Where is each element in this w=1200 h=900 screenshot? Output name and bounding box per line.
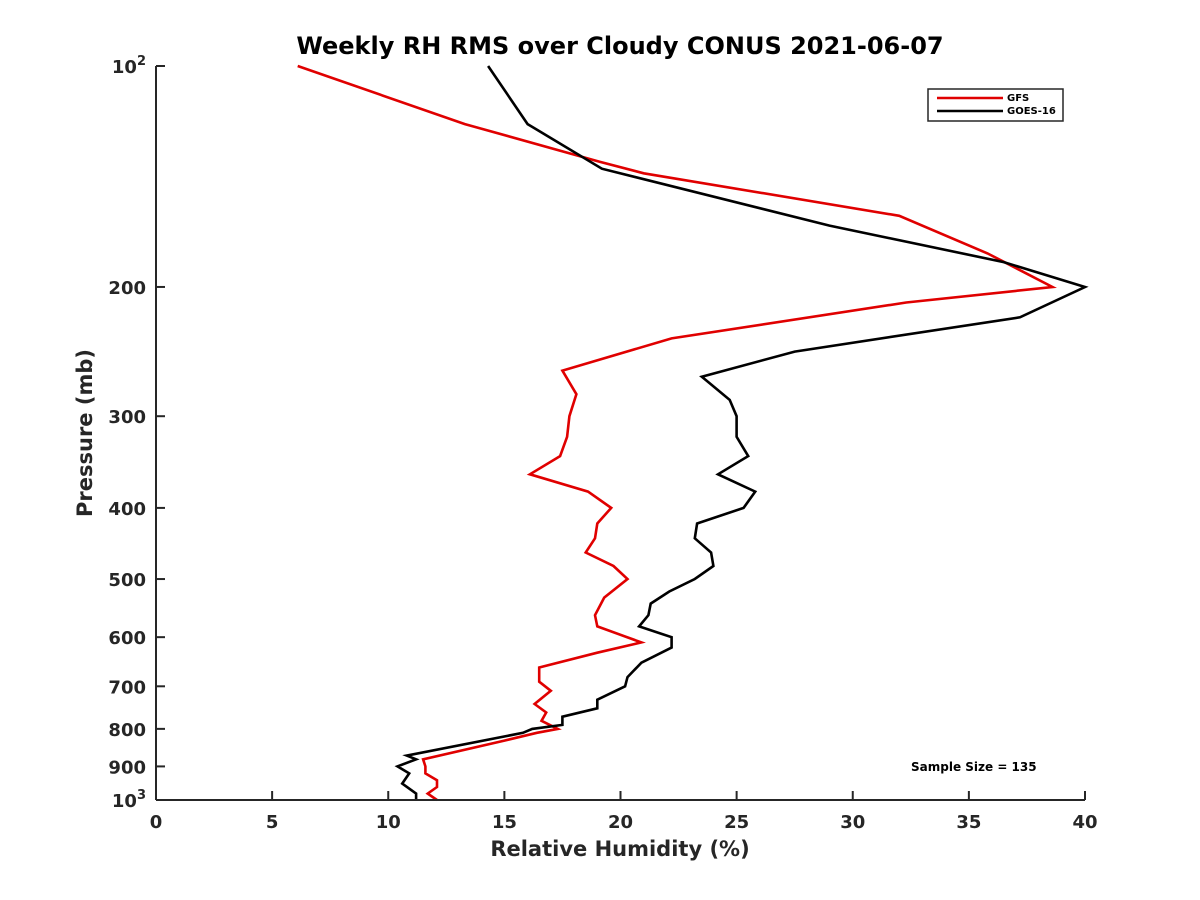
chart-title: Weekly RH RMS over Cloudy CONUS 2021-06-…	[296, 32, 943, 60]
y-tick-label: 600	[108, 628, 146, 649]
x-tick-label: 20	[608, 812, 633, 833]
sample-size-annotation: Sample Size = 135	[911, 760, 1037, 774]
y-tick-label: 800	[108, 720, 146, 741]
x-tick-label: 35	[956, 812, 981, 833]
y-tick-label: 400	[108, 499, 146, 520]
y-tick-label: 102	[112, 54, 146, 78]
series-line-gfs	[297, 64, 1057, 802]
x-tick-label: 0	[150, 812, 163, 833]
x-tick-label: 10	[376, 812, 401, 833]
y-tick-label: 700	[108, 677, 146, 698]
y-axis-label: Pressure (mb)	[73, 349, 97, 517]
series-line-goes16	[394, 65, 1089, 800]
legend-label-gfs: GFS	[1007, 93, 1029, 104]
x-tick-label: 40	[1072, 812, 1097, 833]
legend-box	[927, 88, 1064, 122]
y-axis-ticks: 102 200 300 400 500 600 700 800 900 103	[108, 54, 165, 812]
y-tick-label: 900	[108, 757, 146, 778]
x-tick-label: 15	[492, 812, 517, 833]
y-tick-label: 200	[108, 278, 146, 299]
legend: GFS GOES-16	[927, 88, 1064, 122]
y-tick-label: 500	[108, 570, 146, 591]
x-axis-label: Relative Humidity (%)	[490, 837, 749, 861]
x-tick-label: 30	[840, 812, 865, 833]
legend-label-goes16: GOES-16	[1007, 106, 1056, 117]
x-tick-label: 5	[266, 812, 279, 833]
x-tick-label: 25	[724, 812, 749, 833]
y-tick-label: 103	[112, 788, 146, 812]
y-tick-label: 300	[108, 407, 146, 428]
plot-lines	[297, 64, 1089, 802]
x-axis-ticks: 0 5 10 15 20 25 30 35 40	[150, 791, 1098, 833]
